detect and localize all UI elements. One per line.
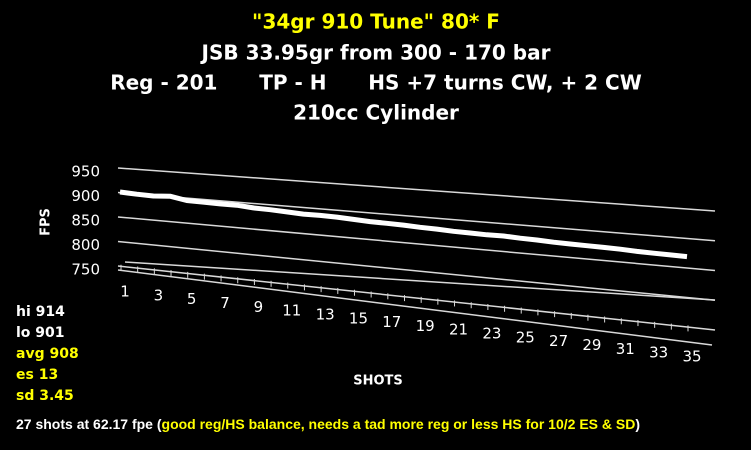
footer-part: ) (635, 416, 640, 432)
x-tick-label: 31 (616, 340, 635, 358)
x-tick-label: 3 (154, 286, 164, 304)
x-axis-label: SHOTS (353, 374, 403, 389)
x-tick-label: 25 (516, 328, 535, 346)
note: hi 914 (16, 304, 65, 320)
footer: 27 shots at 62.17 fpe (good reg/HS balan… (16, 416, 640, 432)
note: sd 3.45 (16, 388, 74, 404)
x-tick-label: 1 (120, 283, 130, 301)
grid-line (117, 216, 716, 272)
x-tick-label: 35 (682, 348, 701, 366)
title-line: Reg - 201 TP - H HS +7 turns CW, + 2 CW (110, 71, 642, 95)
footer-part: good reg/HS balance, needs a tad more re… (162, 416, 636, 432)
grid-line (117, 191, 716, 242)
note: lo 901 (16, 325, 65, 341)
x-tick-label: 13 (316, 305, 335, 323)
note: avg 908 (16, 346, 79, 362)
x-tick-label: 7 (220, 294, 230, 312)
x-tick-label: 17 (382, 313, 401, 331)
x-tick-label: 23 (482, 325, 501, 343)
x-tick-label: 33 (649, 344, 668, 362)
x-tick-label: 9 (254, 298, 264, 316)
title-line: "34gr 910 Tune" 80* F (252, 10, 500, 34)
grid-line (117, 240, 716, 301)
title-line: JSB 33.95gr from 300 - 170 bar (200, 41, 551, 65)
y-axis-label: FPS (39, 208, 54, 236)
series-line (119, 189, 688, 260)
footer-part: 27 shots at 62.17 fpe ( (16, 416, 162, 432)
y-tick-label: 850 (71, 212, 100, 230)
x-tick-label: 19 (416, 317, 435, 335)
x-tick-label: 11 (282, 302, 301, 320)
floor-lines (117, 261, 716, 346)
note: es 13 (16, 367, 58, 383)
x-tick-label: 15 (349, 309, 368, 327)
x-tick-label: 29 (582, 336, 601, 354)
x-tick-label: 5 (187, 290, 197, 308)
y-tick-label: 900 (71, 187, 100, 205)
y-tick-label: 950 (71, 163, 100, 181)
title-line: 210cc Cylinder (293, 101, 459, 125)
x-tick-label: 21 (449, 321, 468, 339)
x-tick-label: 27 (549, 332, 568, 350)
y-tick-label: 750 (71, 261, 100, 279)
grid-line (117, 167, 716, 212)
y-tick-label: 800 (71, 236, 100, 254)
